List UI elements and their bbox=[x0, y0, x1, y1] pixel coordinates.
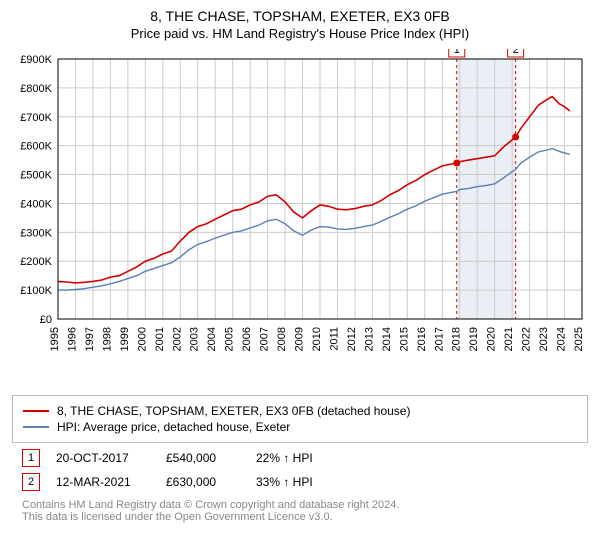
svg-text:£300K: £300K bbox=[20, 227, 52, 239]
footer-line-2: This data is licensed under the Open Gov… bbox=[22, 511, 588, 523]
svg-text:2023: 2023 bbox=[538, 327, 550, 351]
svg-text:2009: 2009 bbox=[294, 327, 306, 351]
chart-svg: £0 £100K £200K £300K £400K £500K £600K £700K £80… bbox=[12, 49, 588, 389]
transaction-row: 1 20-OCT-2017£540,00022% ↑ HPI bbox=[22, 449, 588, 467]
svg-text:1995: 1995 bbox=[49, 327, 61, 351]
tx-price: £630,000 bbox=[166, 475, 256, 489]
svg-text:1997: 1997 bbox=[84, 327, 96, 351]
svg-text:1996: 1996 bbox=[66, 327, 78, 351]
footer-line-1: Contains HM Land Registry data © Crown c… bbox=[22, 499, 588, 511]
legend-row-2: HPI: Average price, detached house, Exet… bbox=[23, 420, 577, 434]
tx-hpi: 22% ↑ HPI bbox=[256, 451, 313, 465]
svg-text:£0: £0 bbox=[40, 314, 52, 326]
svg-text:£700K: £700K bbox=[20, 112, 52, 124]
svg-text:2021: 2021 bbox=[503, 327, 515, 351]
legend-label-1: 8, THE CHASE, TOPSHAM, EXETER, EX3 0FB (… bbox=[57, 404, 410, 418]
page-title: 8, THE CHASE, TOPSHAM, EXETER, EX3 0FB bbox=[12, 8, 588, 24]
page-subtitle: Price paid vs. HM Land Registry's House … bbox=[12, 26, 588, 41]
svg-text:2003: 2003 bbox=[189, 327, 201, 351]
svg-text:2014: 2014 bbox=[381, 327, 393, 351]
svg-text:£100K: £100K bbox=[20, 285, 52, 297]
svg-text:2000: 2000 bbox=[136, 327, 148, 351]
svg-text:2015: 2015 bbox=[398, 327, 410, 351]
svg-text:2007: 2007 bbox=[259, 327, 271, 351]
svg-text:2005: 2005 bbox=[224, 327, 236, 351]
legend-swatch-2 bbox=[23, 426, 49, 428]
svg-text:2011: 2011 bbox=[328, 327, 340, 351]
svg-text:2016: 2016 bbox=[416, 327, 428, 351]
svg-text:2002: 2002 bbox=[171, 327, 183, 351]
svg-text:£500K: £500K bbox=[20, 170, 52, 182]
price-chart: £0 £100K £200K £300K £400K £500K £600K £700K £80… bbox=[12, 49, 588, 389]
legend-label-2: HPI: Average price, detached house, Exet… bbox=[57, 420, 290, 434]
svg-text:2001: 2001 bbox=[154, 327, 166, 351]
tx-box: 2 bbox=[22, 473, 40, 491]
svg-text:2025: 2025 bbox=[573, 327, 585, 351]
tx-date: 20-OCT-2017 bbox=[56, 451, 166, 465]
svg-text:£400K: £400K bbox=[20, 198, 52, 210]
legend-row-1: 8, THE CHASE, TOPSHAM, EXETER, EX3 0FB (… bbox=[23, 404, 577, 418]
svg-text:£900K: £900K bbox=[20, 54, 52, 66]
tx-price: £540,000 bbox=[166, 451, 256, 465]
tx-hpi: 33% ↑ HPI bbox=[256, 475, 313, 489]
svg-text:2012: 2012 bbox=[346, 327, 358, 351]
svg-text:2024: 2024 bbox=[556, 327, 568, 351]
svg-text:2020: 2020 bbox=[486, 327, 498, 351]
svg-text:£200K: £200K bbox=[20, 256, 52, 268]
svg-text:2010: 2010 bbox=[311, 327, 323, 351]
legend-box: 8, THE CHASE, TOPSHAM, EXETER, EX3 0FB (… bbox=[12, 395, 588, 443]
svg-text:2019: 2019 bbox=[468, 327, 480, 351]
svg-text:2006: 2006 bbox=[241, 327, 253, 351]
legend-swatch-1 bbox=[23, 410, 49, 412]
tx-box: 1 bbox=[22, 449, 40, 467]
svg-text:2: 2 bbox=[513, 49, 519, 56]
svg-text:2008: 2008 bbox=[276, 327, 288, 351]
svg-text:£600K: £600K bbox=[20, 141, 52, 153]
svg-text:2022: 2022 bbox=[521, 327, 533, 351]
svg-text:2017: 2017 bbox=[433, 327, 445, 351]
svg-text:1: 1 bbox=[454, 49, 460, 56]
svg-text:2018: 2018 bbox=[451, 327, 463, 351]
footer: Contains HM Land Registry data © Crown c… bbox=[22, 499, 588, 523]
svg-text:2013: 2013 bbox=[363, 327, 375, 351]
svg-text:2004: 2004 bbox=[206, 327, 218, 351]
svg-text:1998: 1998 bbox=[101, 327, 113, 351]
tx-date: 12-MAR-2021 bbox=[56, 475, 166, 489]
transaction-rows: 1 20-OCT-2017£540,00022% ↑ HPI 2 12-MAR-202… bbox=[12, 449, 588, 491]
transaction-row: 2 12-MAR-2021£630,00033% ↑ HPI bbox=[22, 473, 588, 491]
svg-text:1999: 1999 bbox=[119, 327, 131, 351]
svg-text:£800K: £800K bbox=[20, 83, 52, 95]
